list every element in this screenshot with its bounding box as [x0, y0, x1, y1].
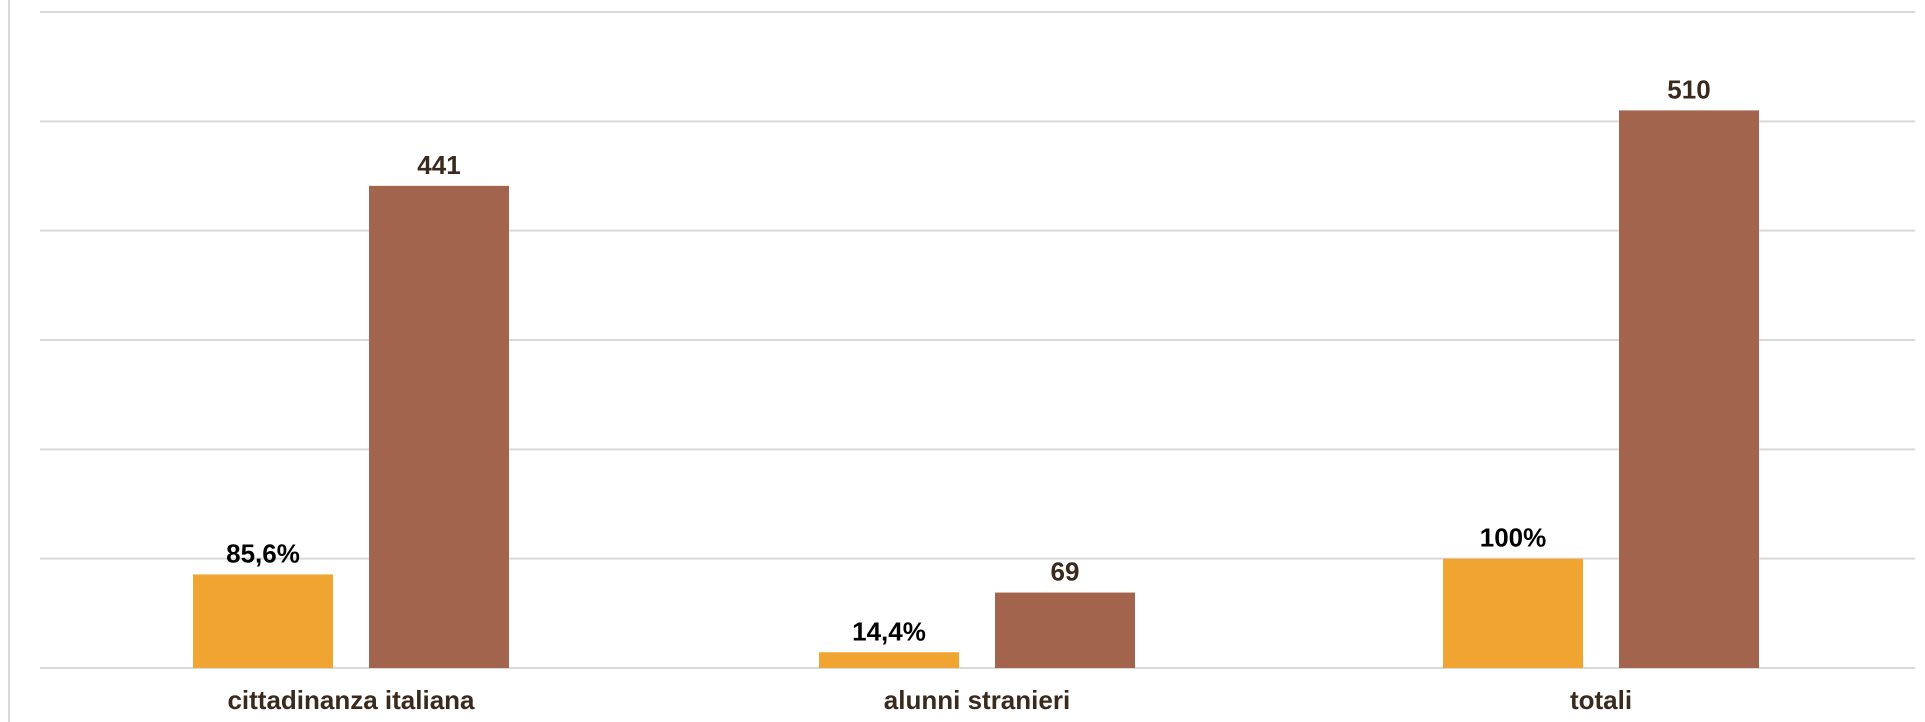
bar-series-1-1 — [193, 574, 333, 668]
data-label-series-1-1: 85,6% — [226, 538, 300, 568]
category-labels: cittadinanza italiana alunni stranieri tot… — [227, 685, 1632, 715]
data-label-series-2-3: 510 — [1667, 74, 1710, 104]
data-labels: 85,6% 441 14,4% 69 100% 510 — [226, 74, 1711, 646]
gridlines — [40, 11, 1915, 669]
bars — [193, 110, 1759, 668]
bar-series-2-3 — [1619, 110, 1759, 668]
bar-series-2-1 — [369, 185, 509, 668]
data-label-series-2-2: 69 — [1051, 557, 1080, 587]
bar-series-1-3 — [1443, 558, 1583, 668]
category-label: cittadinanza italiana — [227, 685, 475, 715]
data-label-series-1-3: 100% — [1480, 523, 1547, 553]
bar-series-2-2 — [995, 592, 1135, 668]
data-label-series-1-2: 14,4% — [852, 616, 926, 646]
bar-series-1-2 — [819, 652, 959, 668]
category-label: totali — [1570, 685, 1632, 715]
category-label: alunni stranieri — [884, 685, 1070, 715]
data-label-series-2-1: 441 — [417, 150, 460, 180]
